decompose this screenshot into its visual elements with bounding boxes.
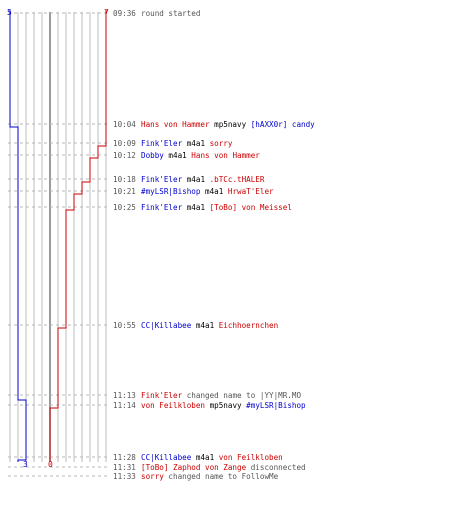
event-segment: m4a1	[164, 151, 191, 160]
event-segment: Hans von Hammer	[141, 120, 210, 129]
event-segment: Fink'Eler	[141, 175, 183, 184]
player-grid	[9, 12, 107, 462]
event-time: 09:36	[113, 9, 136, 18]
event-time: 11:28	[113, 453, 136, 462]
event-segment: disconnected	[246, 463, 305, 472]
event-segment: [hAXX0r] candy	[251, 120, 315, 129]
blue-team-players-line	[9, 10, 27, 462]
event-text: CC|Killabee m4a1 von Feilkloben	[141, 453, 283, 462]
event-segment: #myLSR|Bishop	[141, 187, 201, 196]
event-text: #myLSR|Bishop m4a1 HrwaT'Eler	[141, 187, 274, 196]
event-segment: Fink'Eler	[141, 139, 183, 148]
event-time: 10:12	[113, 151, 136, 160]
event-text: round started	[141, 9, 200, 18]
event-time: 10:25	[113, 203, 136, 212]
event-text: Fink'Eler m4a1 sorry	[141, 139, 233, 148]
event-segment: m4a1	[182, 175, 209, 184]
event-log: 09:36 round started 10:04 Hans von Hammer m…	[113, 9, 315, 481]
event-segment: round started	[141, 9, 200, 18]
event-time: 10:55	[113, 321, 136, 330]
event-segment: #myLSR|Bishop	[246, 401, 306, 410]
event-segment: m4a1	[182, 203, 209, 212]
event-time: 10:18	[113, 175, 136, 184]
event-segment: changed name to |YY|MR.MO	[182, 391, 301, 400]
event-text: Fink'Eler m4a1 .bTCc.tHALER	[141, 175, 265, 184]
event-text: [ToBo] Zaphod von Zange disconnected	[141, 463, 306, 472]
blue-team-end-count: 3	[23, 460, 28, 469]
event-text: Fink'Eler changed name to |YY|MR.MO	[141, 391, 301, 400]
event-segment: Dobby	[141, 151, 164, 160]
red-team-start-count: 7	[104, 8, 109, 17]
event-time: 10:21	[113, 187, 136, 196]
blue-team-start-count: 5	[7, 8, 12, 17]
event-segment: [ToBo] Zaphod von Zange	[141, 463, 247, 472]
event-segment: CC|Killabee	[141, 453, 192, 462]
event-text: Dobby m4a1 Hans von Hammer	[141, 151, 260, 160]
event-segment: changed name to FollowMe	[164, 472, 279, 481]
event-text: CC|Killabee m4a1 Eichhoernchen	[141, 321, 278, 330]
event-time: 10:04	[113, 120, 136, 129]
event-segment: [ToBo] von Meissel	[210, 203, 292, 212]
event-time: 10:09	[113, 139, 136, 148]
event-segment: sorry	[141, 472, 164, 481]
event-text: Hans von Hammer mp5navy [hAXX0r] candy	[141, 120, 315, 129]
event-segment: CC|Killabee	[141, 321, 192, 330]
event-text: sorry changed name to FollowMe	[141, 472, 279, 481]
event-segment: m4a1	[191, 321, 218, 330]
event-segment: mp5navy	[205, 401, 246, 410]
event-segment: von Feilkloben	[141, 401, 205, 410]
event-segment: mp5navy	[210, 120, 251, 129]
event-segment: von Feilkloben	[219, 453, 283, 462]
event-time: 11:14	[113, 401, 136, 410]
red-team-players-line	[49, 10, 107, 462]
event-segment: Hans von Hammer	[191, 151, 260, 160]
event-segment: Fink'Eler	[141, 391, 183, 400]
event-segment: sorry	[210, 139, 233, 148]
event-segment: m4a1	[200, 187, 227, 196]
event-text: Fink'Eler m4a1 [ToBo] von Meissel	[141, 203, 292, 212]
event-time: 11:13	[113, 391, 136, 400]
event-time: 11:31	[113, 463, 136, 472]
event-guides	[8, 12, 110, 477]
event-segment: HrwaT'Eler	[228, 187, 274, 196]
event-segment: m4a1	[182, 139, 209, 148]
event-segment: .bTCc.tHALER	[210, 175, 265, 184]
event-segment: Fink'Eler	[141, 203, 183, 212]
event-segment: m4a1	[191, 453, 218, 462]
event-time: 11:33	[113, 472, 136, 481]
event-text: von Feilkloben mp5navy #myLSR|Bishop	[141, 401, 306, 410]
event-segment: Eichhoernchen	[219, 321, 278, 330]
red-team-end-count: 0	[48, 460, 53, 469]
